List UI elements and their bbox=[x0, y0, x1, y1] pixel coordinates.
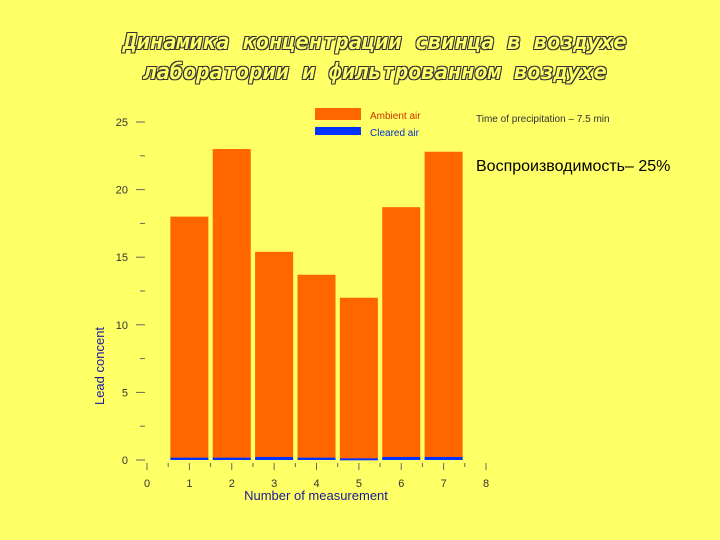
ambient-bar bbox=[339, 297, 378, 460]
cleared-bar bbox=[424, 456, 463, 460]
axes: 0 5 10 15 20 25 0 1 2 3 4 5 6 7 8 Number of measurement… bbox=[92, 117, 489, 503]
x-tick-label: 7 bbox=[441, 478, 447, 490]
cleared-bar bbox=[382, 456, 421, 460]
cleared-bar bbox=[297, 457, 336, 460]
ambient-bar bbox=[382, 207, 421, 460]
bars bbox=[170, 149, 463, 461]
y-tick-label: 0 bbox=[122, 455, 128, 467]
x-tick-label: 1 bbox=[186, 478, 192, 490]
x-tick-label: 0 bbox=[144, 478, 150, 490]
legend: Ambient air Cleared air bbox=[315, 108, 421, 139]
cleared-bar bbox=[212, 457, 251, 460]
x-tick-label: 4 bbox=[313, 478, 319, 490]
y-tick-label: 5 bbox=[122, 387, 128, 399]
slide-title-line-2: лаборатории и фильтрованном воздухе bbox=[143, 60, 607, 85]
y-tick-label: 20 bbox=[116, 185, 128, 197]
legend-label-ambient: Ambient air bbox=[370, 111, 421, 122]
x-tick-label: 6 bbox=[398, 478, 404, 490]
y-axis-label: Lead concent bbox=[92, 327, 107, 405]
cleared-bar bbox=[339, 458, 378, 461]
x-tick-label: 5 bbox=[356, 478, 362, 490]
ambient-bar bbox=[424, 151, 463, 460]
reproducibility-note: Воспроизводимость– 25% bbox=[476, 158, 671, 175]
x-tick-label: 3 bbox=[271, 478, 277, 490]
x-tick-label: 2 bbox=[229, 478, 235, 490]
precipitation-time-note: Time of precipitation – 7.5 min bbox=[476, 114, 610, 125]
y-tick-label: 10 bbox=[116, 320, 128, 332]
ambient-bar bbox=[255, 251, 294, 460]
ambient-bar bbox=[170, 216, 209, 460]
legend-swatch-ambient bbox=[315, 108, 361, 120]
cleared-bar bbox=[255, 456, 294, 460]
cleared-bar bbox=[170, 457, 209, 460]
legend-swatch-cleared bbox=[315, 127, 361, 135]
y-tick-label: 15 bbox=[116, 252, 128, 264]
x-tick-label: 8 bbox=[483, 478, 489, 490]
x-axis-label: Number of measurement bbox=[244, 488, 388, 503]
ambient-bar bbox=[297, 274, 336, 460]
ambient-bar bbox=[212, 149, 251, 461]
slide-title-line-1: Динамика концентрации свинца в воздухе bbox=[123, 30, 627, 55]
legend-label-cleared: Cleared air bbox=[370, 128, 420, 139]
y-tick-label: 25 bbox=[116, 117, 128, 129]
